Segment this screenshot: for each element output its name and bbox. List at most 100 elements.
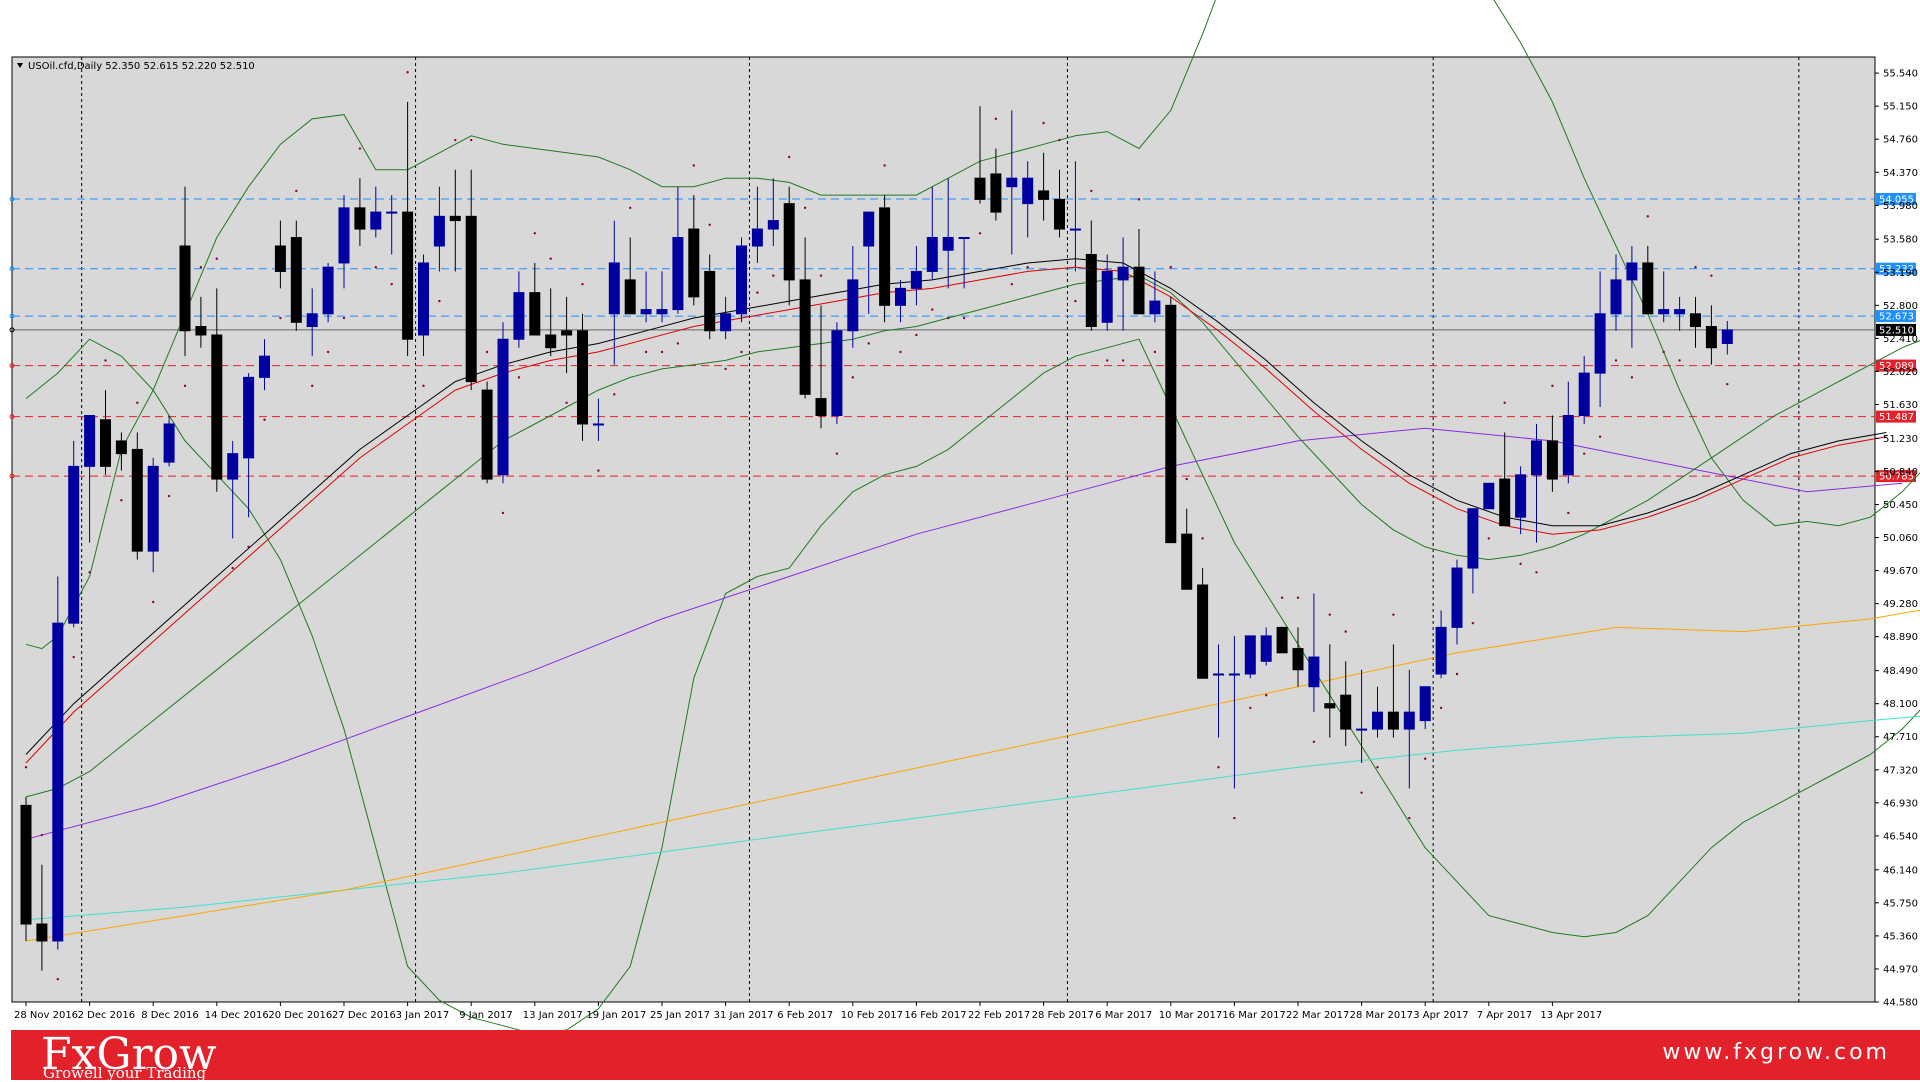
candle-body[interactable] <box>1642 262 1654 315</box>
candle-body[interactable] <box>1531 440 1542 476</box>
candle-body[interactable] <box>1451 567 1463 628</box>
candle-body[interactable] <box>815 398 827 417</box>
candle-body[interactable] <box>1562 415 1574 476</box>
candle-body[interactable] <box>322 266 334 315</box>
candle-body[interactable] <box>783 203 795 281</box>
candle-body[interactable] <box>1244 635 1256 675</box>
candle-body[interactable] <box>1228 673 1240 676</box>
candle-body[interactable] <box>958 237 970 240</box>
candle-body[interactable] <box>974 177 986 200</box>
candle-body[interactable] <box>68 465 80 624</box>
candle-body[interactable] <box>1594 313 1606 374</box>
candle-body[interactable] <box>1054 198 1065 230</box>
candle-body[interactable] <box>561 330 573 336</box>
candle-body[interactable] <box>1197 584 1209 679</box>
candle-body[interactable] <box>1626 262 1638 281</box>
candle-body[interactable] <box>942 237 954 251</box>
candle-body[interactable] <box>1578 372 1590 417</box>
candle-body[interactable] <box>624 279 636 315</box>
candle-body[interactable] <box>386 211 398 214</box>
candle-body[interactable] <box>20 804 32 925</box>
candle-body[interactable] <box>1387 711 1399 730</box>
candle-body[interactable] <box>274 245 286 272</box>
candle-body[interactable] <box>672 237 684 311</box>
candle-body[interactable] <box>529 292 541 336</box>
candle-body[interactable] <box>1705 326 1717 349</box>
candle-body[interactable] <box>1038 190 1050 200</box>
candle-body[interactable] <box>577 330 588 425</box>
candle-body[interactable] <box>847 279 859 332</box>
candle-body[interactable] <box>1308 656 1320 688</box>
candle-body[interactable] <box>497 338 509 476</box>
candle-body[interactable] <box>1403 711 1415 730</box>
candle-body[interactable] <box>1419 686 1431 722</box>
candle-body[interactable] <box>1101 270 1113 323</box>
candle-body[interactable] <box>147 465 159 552</box>
candle-body[interactable] <box>1435 626 1447 675</box>
candle-body[interactable] <box>211 334 223 480</box>
candle-body[interactable] <box>1165 304 1177 544</box>
candle-body[interactable] <box>354 207 366 230</box>
candle-body[interactable] <box>1149 300 1161 315</box>
candle-body[interactable] <box>1467 508 1479 569</box>
candle-body[interactable] <box>100 419 111 467</box>
candle-body[interactable] <box>115 440 127 455</box>
candle-body[interactable] <box>545 334 557 349</box>
candle-body[interactable] <box>1483 482 1495 510</box>
candle-body[interactable] <box>1085 253 1097 328</box>
candle-body[interactable] <box>243 376 255 459</box>
candle-body[interactable] <box>84 415 96 467</box>
candle-body[interactable] <box>1324 703 1336 709</box>
candle-body[interactable] <box>227 453 239 480</box>
candle-body[interactable] <box>608 262 620 315</box>
candle-body[interactable] <box>656 309 668 315</box>
chevron-down-icon[interactable] <box>17 63 23 68</box>
candle-body[interactable] <box>704 270 716 332</box>
candle-body[interactable] <box>1213 673 1224 676</box>
candle-body[interactable] <box>1340 694 1352 730</box>
candle-body[interactable] <box>1499 478 1511 527</box>
candle-body[interactable] <box>290 237 302 323</box>
candle-body[interactable] <box>688 228 700 298</box>
candle-body[interactable] <box>1658 309 1670 315</box>
candle-body[interactable] <box>36 923 48 942</box>
candle-body[interactable] <box>1546 440 1558 480</box>
candle-body[interactable] <box>990 173 1002 213</box>
candle-body[interactable] <box>910 270 922 289</box>
candle-body[interactable] <box>831 330 843 417</box>
candle-body[interactable] <box>449 215 461 222</box>
candle-body[interactable] <box>1610 279 1622 315</box>
candle-body[interactable] <box>799 279 811 395</box>
candle-body[interactable] <box>1356 728 1368 731</box>
candle-body[interactable] <box>720 313 732 332</box>
candle-body[interactable] <box>863 211 875 247</box>
candle-body[interactable] <box>1276 626 1288 654</box>
candle-body[interactable] <box>1069 228 1081 231</box>
candle-body[interactable] <box>163 423 175 463</box>
candle-body[interactable] <box>1117 266 1129 281</box>
candle-body[interactable] <box>767 220 779 230</box>
candle-body[interactable] <box>751 228 763 247</box>
candle-body[interactable] <box>640 309 652 315</box>
candle-body[interactable] <box>592 423 604 426</box>
candle-body[interactable] <box>433 215 445 247</box>
candle-body[interactable] <box>306 313 318 328</box>
candle-body[interactable] <box>879 207 891 306</box>
candle-body[interactable] <box>1022 177 1034 205</box>
candle-body[interactable] <box>52 622 64 942</box>
candle-body[interactable] <box>402 211 414 340</box>
candle-body[interactable] <box>1674 309 1686 315</box>
candle-body[interactable] <box>1372 711 1383 730</box>
candle-body[interactable] <box>926 237 938 272</box>
candle-body[interactable] <box>465 215 477 383</box>
candle-body[interactable] <box>1690 313 1701 328</box>
candle-body[interactable] <box>338 207 350 264</box>
candle-body[interactable] <box>1515 474 1527 518</box>
candle-body[interactable] <box>179 245 191 332</box>
candle-body[interactable] <box>195 326 207 336</box>
brand-url[interactable]: www.fxgrow.com <box>1662 1040 1890 1065</box>
candle-body[interactable] <box>1006 177 1018 188</box>
candle-body[interactable] <box>1260 635 1272 662</box>
candle-body[interactable] <box>513 292 525 340</box>
candle-body[interactable] <box>259 355 270 378</box>
